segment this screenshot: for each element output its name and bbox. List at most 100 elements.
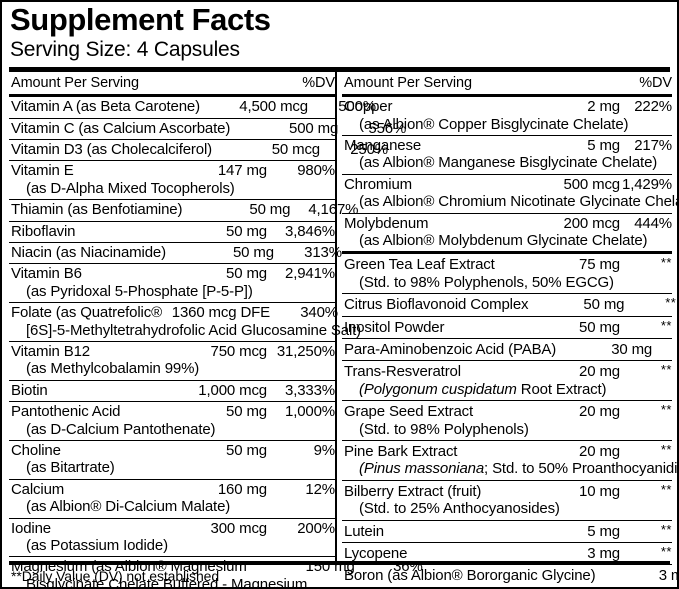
nutrient-row: Vitamin B6 50 mg 2,941% (as Pyridoxal 5-Pho… [9, 263, 335, 302]
row-percent-dv: ** [620, 255, 672, 273]
row-ingredient-source: (as Methylcobalamin 99%) [26, 360, 200, 378]
row-percent-dv: 2,941% [285, 265, 335, 283]
row-ingredient-name: Inositol Powder [344, 318, 445, 336]
row-percent-dv: ** [620, 402, 672, 420]
percent-dv-label: %DV [302, 75, 335, 92]
row-ingredient-name: Boron (as Albion® Bororganic Glycine) [344, 567, 596, 585]
nutrient-primary-line: Copper 2 mg 222% [344, 98, 672, 115]
nutrient-row: Choline 50 mg 9% (as Bitartrate) [9, 439, 335, 479]
nutrient-primary-line: Trans-Resveratrol 20 mg ** [344, 362, 672, 380]
nutrient-row: Iodine 300 mcg 200% (as Potassium Iodide) [9, 517, 335, 557]
nutrient-row: Vitamin D3 (as Cholecalciferol) 50 mcg 250… [9, 139, 388, 160]
row-ingredient-source: (as Potassium Iodide) [26, 536, 168, 554]
nutrient-row: Thiamin (as Benfotiamine) 50 mg 4,167% [9, 199, 358, 220]
amount-per-serving-label: Amount Per Serving [11, 75, 139, 92]
row-amount: 30 mg [611, 341, 653, 358]
row-ingredient-name: Thiamin (as Benfotiamine) [11, 201, 183, 219]
nutrient-row: Folate (as Quatrefolic® 1360 mcg DFE 340%[… [9, 302, 361, 341]
nutrient-primary-line: Citrus Bioflavonoid Complex 50 mg ** [344, 295, 676, 314]
row-percent-dv: 556% [368, 119, 407, 137]
row-ingredient-name: Manganese [344, 137, 422, 155]
latin-binomial: (Pinus massoniana [359, 460, 485, 478]
nutrient-row: Biotin 1,000 mcg 3,333% [9, 379, 335, 401]
source-rest: Root Extract) [516, 380, 607, 398]
nutrient-row: Lutein 5 mg ** [342, 519, 672, 542]
nutrient-primary-line: Niacin (as Niacinamide) 50 mg 313% [11, 244, 342, 261]
row-ingredient-name: Copper [344, 98, 393, 116]
nutrient-primary-line: Lutein 5 mg ** [344, 522, 672, 540]
nutrient-row: Astaxanthin1 mg** [342, 586, 672, 587]
nutrient-primary-line: Choline 50 mg 9% [11, 442, 335, 459]
dv-not-established-marker: ** [660, 441, 672, 457]
row-percent-dv: ** [620, 442, 672, 460]
row-amount: 160 mg [217, 480, 267, 498]
dv-not-established-marker: ** [660, 521, 672, 537]
nutrient-primary-line: Pine Bark Extract 20 mg ** [344, 442, 672, 460]
nutrient-row: Niacin (as Niacinamide) 50 mg 313% [9, 242, 342, 263]
row-percent-dv: ** [620, 522, 672, 540]
row-ingredient-name: Folate (as Quatrefolic® [11, 304, 162, 322]
row-percent-dv: 200% [297, 519, 335, 537]
column-header-right: Amount Per Serving %DV [342, 72, 672, 94]
row-amount: 20 mg [579, 403, 620, 421]
nutrient-primary-line: Vitamin B12 750 mcg 31,250% [11, 343, 335, 360]
nutrient-primary-line: Chromium 500 mcg 1,429% [344, 176, 672, 193]
row-ingredient-source: (as Albion® Manganese Bisglycinate Chela… [359, 154, 658, 172]
nutrient-row: Copper 2 mg 222% (as Albion® Copper Bisglyc… [342, 97, 672, 135]
row-ingredient-name: Biotin [11, 381, 48, 399]
percent-dv-label: %DV [639, 75, 672, 92]
nutrient-primary-line: Vitamin C (as Calcium Ascorbate) 500 mg 55… [11, 119, 406, 137]
row-ingredient-name: Vitamin D3 (as Cholecalciferol) [11, 141, 212, 159]
row-ingredient-name: Vitamin B12 [11, 343, 90, 360]
nutrient-row: Chromium 500 mcg 1,429% (as Albion® Chromiu… [342, 173, 679, 213]
nutrient-row: Inositol Powder 50 mg ** [342, 315, 672, 338]
nutrient-row: Grape Seed Extract 20 mg ** (Std. to 98% Po… [342, 400, 672, 440]
nutrient-row-list-left: Vitamin A (as Beta Carotene) 4,500 mcg 500… [9, 97, 423, 587]
nutrient-row: Magnesium (as Albion® Magnesium 150 mg 36%… [9, 556, 423, 587]
nutrient-primary-line: Pantothenic Acid 50 mg 1,000% [11, 403, 335, 420]
dv-not-established-marker: ** [665, 295, 677, 311]
row-ingredient-name: Grape Seed Extract [344, 403, 474, 421]
row-ingredient-source: (Std. to 25% Anthocyanosides) [359, 500, 560, 518]
nutrient-row: Citrus Bioflavonoid Complex 50 mg ** [342, 293, 676, 315]
row-ingredient-name: Magnesium (as Albion® Magnesium [11, 558, 247, 576]
row-amount: 2 mg [587, 98, 620, 116]
row-amount: 20 mg [579, 363, 620, 381]
row-amount: 50 mg [226, 403, 267, 421]
footer-rule [9, 561, 670, 566]
row-amount: 300 mcg [210, 519, 268, 537]
row-percent-dv: 340% [300, 304, 338, 322]
nutrient-primary-line: Green Tea Leaf Extract 75 mg ** [344, 255, 672, 273]
row-percent-dv: ** [620, 544, 672, 562]
row-ingredient-name: Vitamin E [11, 162, 74, 180]
row-amount: 500 mcg [563, 175, 621, 193]
dv-not-established-marker: ** [660, 402, 672, 418]
nutrient-columns: Amount Per Serving %DV Vitamin A (as Bet… [9, 72, 679, 587]
row-amount: 750 mcg [210, 343, 268, 360]
row-ingredient-name: Chromium [344, 175, 412, 193]
row-ingredient-source: (as Albion® Chromium Nicotinate Glycinat… [359, 193, 679, 211]
nutrient-row: Boron (as Albion® Bororganic Glycine) 3 m… [342, 564, 677, 586]
row-ingredient-name: Pantothenic Acid [11, 403, 121, 421]
row-amount: 5 mg [587, 137, 620, 155]
nutrient-primary-line: Grape Seed Extract 20 mg ** [344, 402, 672, 420]
dv-not-established-marker: ** [660, 362, 672, 378]
row-percent-dv: 1,429% [622, 175, 672, 193]
nutrient-primary-line: Molybdenum 200 mcg 444% [344, 215, 672, 232]
row-ingredient-source: (Std. to 98% Polyphenols) [359, 420, 529, 438]
row-ingredient-source: (Std. to 98% Polyphenols, 50% EGCG) [359, 273, 614, 291]
nutrient-row: Manganese 5 mg 217% (as Albion® Manganese B… [342, 135, 672, 174]
row-ingredient-name: Vitamin A (as Beta Carotene) [11, 98, 200, 116]
title-divider-rule [9, 67, 670, 73]
row-percent-dv: ** [620, 482, 672, 500]
amount-per-serving-label: Amount Per Serving [344, 75, 472, 92]
row-amount: 10 mg [579, 482, 620, 500]
nutrient-primary-line: Vitamin B6 50 mg 2,941% [11, 265, 335, 282]
row-amount: 50 mg [583, 296, 625, 314]
nutrient-row: Bilberry Extract (fruit) 10 mg ** (Std. to … [342, 479, 672, 520]
row-percent-dv: ** [620, 318, 672, 336]
nutrient-primary-line: Bilberry Extract (fruit) 10 mg ** [344, 482, 672, 500]
row-amount: 500 mg [289, 119, 339, 137]
nutrient-primary-line: Para-Aminobenzoic Acid (PABA)30 mg** [344, 340, 672, 358]
